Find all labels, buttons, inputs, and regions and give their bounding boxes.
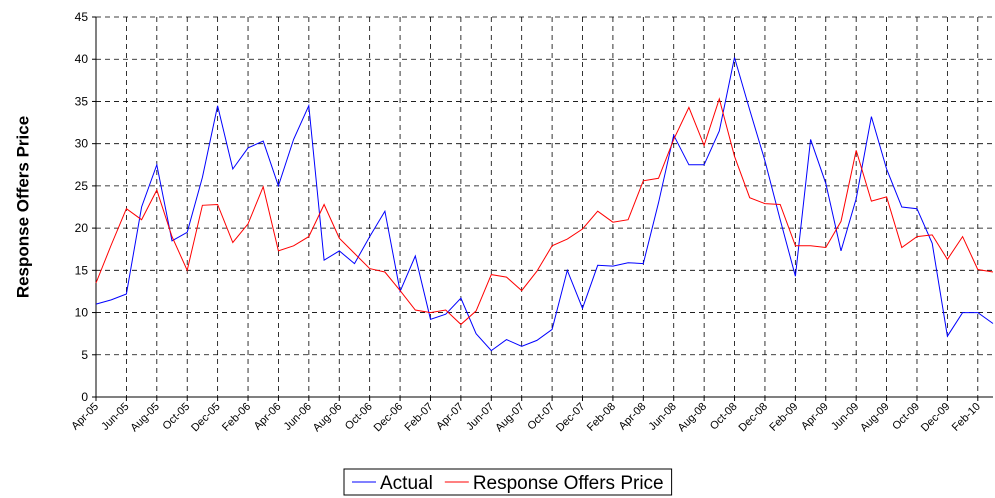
y-tick-label: 15	[75, 263, 89, 277]
series-line	[95, 97, 994, 326]
x-tick-label: Jun-07	[464, 401, 496, 433]
x-tick-label: Dec-07	[554, 401, 588, 435]
x-tick-label: Jun-08	[647, 401, 679, 433]
legend: Actual Response Offers Price	[343, 468, 673, 496]
x-tick-label: Dec-06	[372, 401, 406, 435]
x-tick-label: Oct-05	[161, 401, 193, 433]
y-tick-label: 45	[75, 10, 89, 24]
x-tick-label: Apr-09	[799, 401, 831, 433]
y-tick-label: 10	[75, 306, 89, 320]
x-tick-label: Apr-07	[434, 401, 466, 433]
x-tick-label: Aug-07	[493, 401, 527, 435]
y-tick-label: 5	[81, 348, 88, 362]
y-tick-label: 40	[75, 52, 89, 66]
x-tick-label: Jun-06	[282, 401, 314, 433]
x-tick-label: Aug-05	[128, 401, 162, 435]
x-tick-label: Oct-06	[343, 401, 375, 433]
y-tick-label: 20	[75, 221, 89, 235]
x-tick-label: Aug-09	[858, 401, 892, 435]
y-tick-label: 25	[75, 179, 89, 193]
x-tick-label: Aug-06	[311, 401, 345, 435]
x-tick-label: Feb-10	[950, 401, 983, 434]
x-tick-label: Dec-08	[737, 401, 771, 435]
x-tick-label: Jun-05	[99, 401, 131, 433]
x-tick-label: Feb-06	[220, 401, 253, 434]
y-tick-label: 30	[75, 137, 89, 151]
y-tick-label: 0	[81, 390, 88, 404]
x-tick-label: Dec-05	[189, 401, 223, 435]
series-line	[95, 57, 994, 352]
x-tick-label: Apr-08	[617, 401, 649, 433]
x-tick-label: Feb-08	[585, 401, 618, 434]
y-tick-label: 35	[75, 94, 89, 108]
y-axis-label: Response Offers Price	[13, 116, 32, 298]
x-tick-label: Dec-09	[919, 401, 953, 435]
legend-label: Actual	[380, 473, 433, 494]
x-tick-label: Feb-09	[767, 401, 800, 434]
legend-label: Response Offers Price	[473, 473, 664, 494]
x-tick-label: Oct-08	[708, 401, 740, 433]
x-tick-label: Jun-09	[829, 401, 861, 433]
x-tick-label: Oct-07	[525, 401, 557, 433]
x-tick-label: Aug-08	[676, 401, 710, 435]
x-tick-label: Oct-09	[890, 401, 922, 433]
x-tick-label: Apr-05	[69, 401, 101, 433]
x-tick-label: Apr-06	[252, 401, 284, 433]
legend-box	[343, 468, 673, 496]
x-tick-label: Feb-07	[402, 401, 435, 434]
